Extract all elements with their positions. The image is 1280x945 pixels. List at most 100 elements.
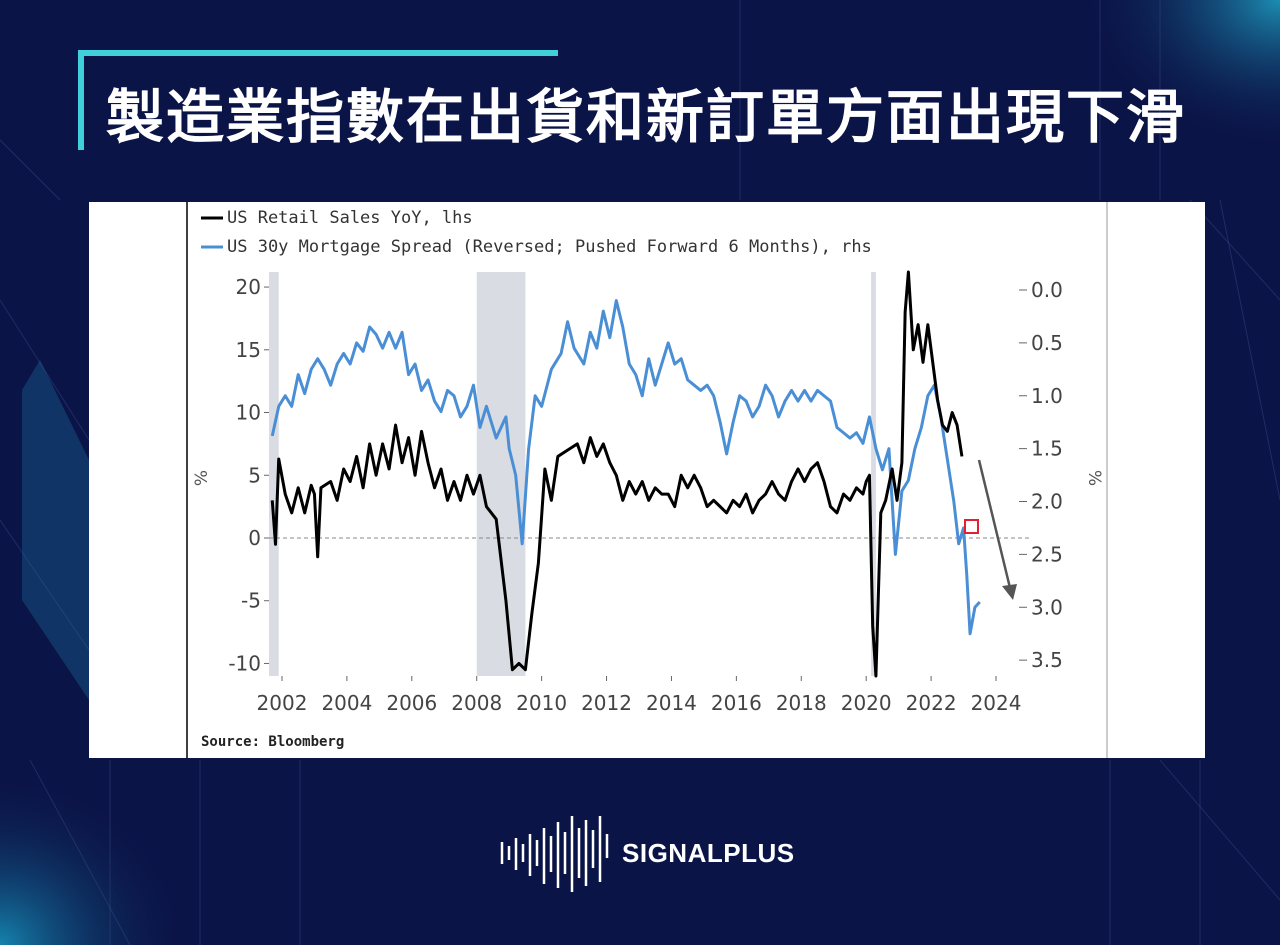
mortgage-spread-point <box>508 448 510 450</box>
mortgage-spread-point <box>414 363 416 365</box>
retail-sales-point <box>583 462 585 464</box>
mortgage-spread-point <box>573 347 575 349</box>
retail-sales-point <box>946 430 948 432</box>
retail-sales-point <box>369 443 371 445</box>
retail-sales-point <box>732 499 734 501</box>
y-axis-right: 0.0 0.5 1.0 1.5 2.0 2.5 3.0 3.5 <box>1019 278 1063 672</box>
mortgage-spread-point <box>534 395 536 397</box>
retail-sales-point <box>922 361 924 363</box>
mortgage-spread-point <box>284 395 286 397</box>
mortgage-spread-point <box>855 432 857 434</box>
mortgage-spread-point <box>515 474 517 476</box>
recession-shading <box>269 272 876 676</box>
retail-sales-point <box>278 458 280 460</box>
mortgage-spread-point <box>700 389 702 391</box>
retail-sales-point <box>758 499 760 501</box>
y-right-tick-label: 0.5 <box>1031 331 1063 355</box>
mortgage-spread-point <box>927 395 929 397</box>
retail-sales-point <box>505 600 507 602</box>
mortgage-spread-point <box>495 437 497 439</box>
retail-sales-point <box>912 349 914 351</box>
retail-sales-point <box>414 474 416 476</box>
mortgage-spread-point <box>745 400 747 402</box>
retail-sales-point <box>362 487 364 489</box>
retail-sales-point <box>408 437 410 439</box>
mortgage-spread-point <box>589 331 591 333</box>
retail-sales-point <box>891 468 893 470</box>
title-accent-vbar <box>78 50 84 150</box>
mortgage-spread-point <box>958 543 960 545</box>
retail-sales-point <box>648 499 650 501</box>
retail-sales-point <box>567 449 569 451</box>
retail-sales-point <box>904 311 906 313</box>
mortgage-spread-point <box>933 384 935 386</box>
trend-arrow-head-icon <box>1002 584 1017 600</box>
mortgage-spread-point <box>914 448 916 450</box>
mortgage-spread-point <box>907 479 909 481</box>
series-line-retail-sales <box>270 270 964 678</box>
signal-wave-icon <box>500 816 609 892</box>
retail-sales-point <box>804 481 806 483</box>
retail-sales-point <box>765 493 767 495</box>
retail-sales-point <box>382 443 384 445</box>
x-tick-label: 2016 <box>711 691 762 715</box>
x-tick-label: 2022 <box>906 691 957 715</box>
retail-sales-point <box>589 437 591 439</box>
retail-sales-point <box>440 468 442 470</box>
retail-sales-point <box>557 455 559 457</box>
mortgage-spread-point <box>667 342 669 344</box>
retail-sales-point <box>829 506 831 508</box>
mortgage-spread-point <box>784 400 786 402</box>
retail-sales-point <box>641 481 643 483</box>
retail-sales-point <box>927 324 929 326</box>
mortgage-spread-point <box>804 389 806 391</box>
retail-sales-point <box>713 499 715 501</box>
retail-sales-point <box>937 399 939 401</box>
retail-sales-point <box>537 562 539 564</box>
mortgage-spread-point <box>974 606 976 608</box>
y-left-tick-label: 0 <box>248 526 261 550</box>
retail-sales-point <box>349 481 351 483</box>
mortgage-spread-point <box>395 347 397 349</box>
retail-sales-point <box>343 468 345 470</box>
mortgage-spread-point <box>732 421 734 423</box>
retail-sales-point <box>596 455 598 457</box>
y-right-tick-label: 2.0 <box>1031 490 1063 514</box>
mortgage-spread-point <box>297 374 299 376</box>
y-left-tick-label: 20 <box>236 275 261 299</box>
y-right-tick-label: 1.0 <box>1031 384 1063 408</box>
retail-sales-point <box>784 499 786 501</box>
mortgage-spread-point <box>596 347 598 349</box>
retail-sales-point <box>291 512 293 514</box>
highlight-square-marker <box>964 519 979 534</box>
mortgage-spread-point <box>521 543 523 545</box>
mortgage-spread-point <box>485 405 487 407</box>
retail-sales-point <box>401 462 403 464</box>
retail-sales-point <box>917 324 919 326</box>
mortgage-spread-point <box>609 337 611 339</box>
retail-sales-point <box>842 493 844 495</box>
mortgage-spread-point <box>706 384 708 386</box>
retail-sales-point <box>680 474 682 476</box>
x-tick-label: 2002 <box>257 691 308 715</box>
retail-sales-point <box>745 493 747 495</box>
retail-sales-point <box>576 443 578 445</box>
mortgage-spread-point <box>622 326 624 328</box>
retail-sales-point <box>495 518 497 520</box>
mortgage-spread-point <box>969 633 971 635</box>
mortgage-spread-point <box>875 448 877 450</box>
mortgage-spread-point <box>849 437 851 439</box>
mortgage-spread-point <box>888 448 890 450</box>
mortgage-spread-point <box>278 405 280 407</box>
retail-sales-point <box>602 443 604 445</box>
retail-sales-point <box>719 506 721 508</box>
mortgage-spread-point <box>823 395 825 397</box>
mortgage-spread-point <box>713 395 715 397</box>
mortgage-spread-point <box>810 400 812 402</box>
retail-sales-point <box>453 481 455 483</box>
mortgage-spread-point <box>862 442 864 444</box>
x-tick-label: 2004 <box>321 691 372 715</box>
retail-sales-point <box>395 424 397 426</box>
retail-sales-point <box>956 424 958 426</box>
y-axis-left: 20 15 10 5 0 -5 -10 <box>228 275 269 675</box>
